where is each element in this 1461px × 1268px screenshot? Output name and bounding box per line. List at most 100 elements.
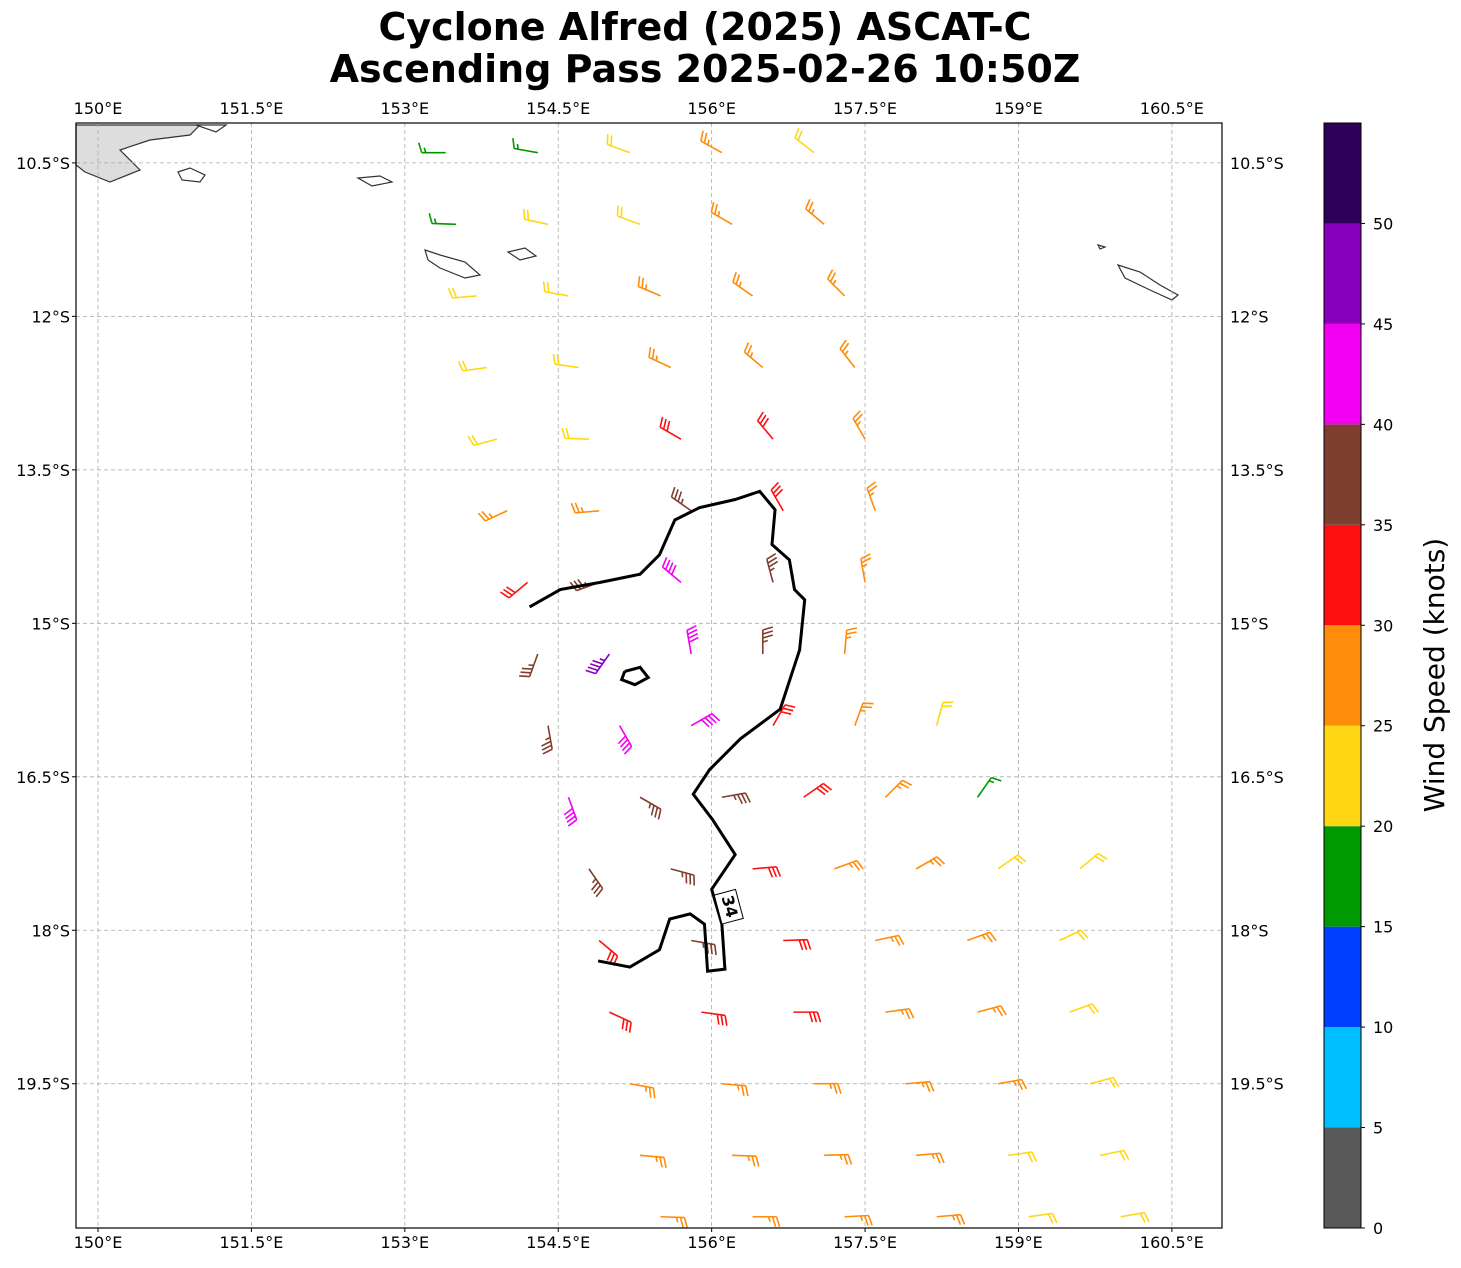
x-tick-label: 151.5°E: [219, 99, 283, 118]
wind-barb: [884, 779, 913, 798]
wind-barb: [935, 701, 954, 726]
wind-barbs: [417, 127, 1150, 1228]
wind-barb: [661, 557, 682, 584]
wind-barb: [686, 624, 699, 655]
x-tick-label: 156°E: [687, 99, 736, 118]
wind-barb: [499, 581, 529, 599]
wind-barb: [885, 1007, 915, 1020]
wind-barb: [936, 1213, 966, 1225]
colorbar-bin: [1324, 1027, 1361, 1128]
wind-barb: [670, 486, 692, 512]
colorbar-tick-label: 50: [1373, 214, 1393, 233]
wind-barb: [691, 939, 717, 956]
contour-34kt: 34: [528, 489, 807, 973]
x-tick-label: 153°E: [380, 99, 429, 118]
colorbar-bin: [1324, 123, 1361, 224]
wind-barb: [761, 626, 774, 655]
y-tick-label: 19.5°S: [1230, 1075, 1284, 1094]
x-tick-label: 154.5°E: [526, 1233, 590, 1252]
wind-barb: [541, 725, 553, 755]
wind-barb: [467, 435, 498, 447]
colorbar-tick-label: 35: [1373, 516, 1393, 535]
colorbar-tick-label: 0: [1373, 1219, 1383, 1238]
x-tick-label: 157.5°E: [833, 99, 897, 118]
wind-barb: [648, 346, 672, 369]
colorbar-bin: [1324, 424, 1361, 525]
wind-barb: [660, 1215, 688, 1228]
wind-barb: [616, 205, 641, 226]
colorbar-bin: [1324, 524, 1361, 626]
colorbar-tick-label: 10: [1373, 1018, 1393, 1037]
wind-barb: [588, 868, 604, 898]
wind-barb: [1059, 929, 1089, 942]
x-tick-label: 159°E: [994, 1233, 1043, 1252]
x-tick-label: 160.5°E: [1140, 1233, 1204, 1252]
colorbar-bin: [1324, 223, 1361, 324]
x-tick-label: 157.5°E: [833, 1233, 897, 1252]
wind-barb: [637, 276, 661, 297]
wind-barb: [670, 868, 696, 886]
wind-barb: [997, 1078, 1028, 1090]
colorbar-bin: [1324, 725, 1361, 827]
y-tick-label: 16.5°S: [1230, 768, 1284, 787]
y-tick-label: 19.5°S: [16, 1075, 70, 1094]
wind-barb: [732, 1154, 760, 1167]
wind-barb: [976, 776, 1002, 798]
colorbar-label: Wind Speed (knots): [1418, 538, 1451, 812]
colorbar-tick-label: 25: [1373, 717, 1393, 736]
wind-barb: [606, 133, 631, 154]
x-tick-label: 150°E: [74, 99, 123, 118]
wind-barb: [570, 502, 600, 514]
wind-barb: [844, 1214, 873, 1226]
colorbar-tick-label: 15: [1373, 918, 1393, 937]
y-tick-label: 10.5°S: [16, 154, 70, 173]
wind-barb: [428, 213, 456, 226]
wind-barb: [609, 1011, 632, 1033]
wind-barb: [852, 410, 866, 440]
y-tick-label: 16.5°S: [16, 768, 70, 787]
wind-barb: [824, 1153, 853, 1165]
x-tick-label: 154.5°E: [526, 99, 590, 118]
wind-barb: [805, 198, 825, 225]
wind-barb: [839, 339, 856, 369]
wind-barb: [1069, 1003, 1100, 1015]
wind-barb: [512, 138, 538, 154]
wind-barb: [477, 510, 508, 522]
x-tick-label: 151.5°E: [219, 1233, 283, 1252]
y-tick-label: 13.5°S: [16, 461, 70, 480]
x-tick-label: 156°E: [687, 1233, 736, 1252]
wind-barb: [752, 865, 782, 878]
y-tick-label: 10.5°S: [1230, 154, 1284, 173]
colorbar-tick-label: 5: [1373, 1119, 1383, 1138]
chart-subtitle: Ascending Pass 2025-02-26 10:50Z: [330, 47, 1081, 91]
wind-barb: [1079, 852, 1108, 870]
wind-barb: [1089, 1076, 1120, 1088]
colorbar-bin: [1324, 323, 1361, 425]
wind-barb: [542, 281, 569, 297]
wind-barb: [1120, 1211, 1150, 1223]
wind-barb: [967, 931, 997, 943]
wind-barb: [721, 1082, 749, 1097]
x-tick-label: 160.5°E: [1140, 99, 1204, 118]
y-tick-label: 12°S: [1230, 307, 1269, 326]
colorbar-bin: [1324, 926, 1361, 1028]
wind-barb: [783, 938, 812, 951]
wind-barb: [752, 1215, 781, 1227]
map-frame: [75, 122, 1223, 1229]
colorbar-frame: [1323, 122, 1362, 1229]
wind-barb: [866, 481, 878, 512]
colorbar: 0 5 10 15 20 25 30 35 40 45 50 Wind Speed (knots): [1323, 122, 1451, 1238]
y-tick-label: 13.5°S: [1230, 461, 1284, 480]
wind-barb: [552, 353, 579, 369]
wind-barb: [770, 481, 784, 512]
wind-barb: [561, 428, 589, 440]
wind-barb: [875, 934, 905, 946]
wind-barb: [700, 130, 723, 154]
y-tick-label: 18°S: [1230, 921, 1269, 940]
wind-barb: [585, 653, 611, 675]
wind-barb: [598, 939, 619, 966]
wind-barb: [721, 792, 751, 805]
contour-label-box: [713, 888, 744, 925]
wind-barb: [519, 653, 539, 678]
